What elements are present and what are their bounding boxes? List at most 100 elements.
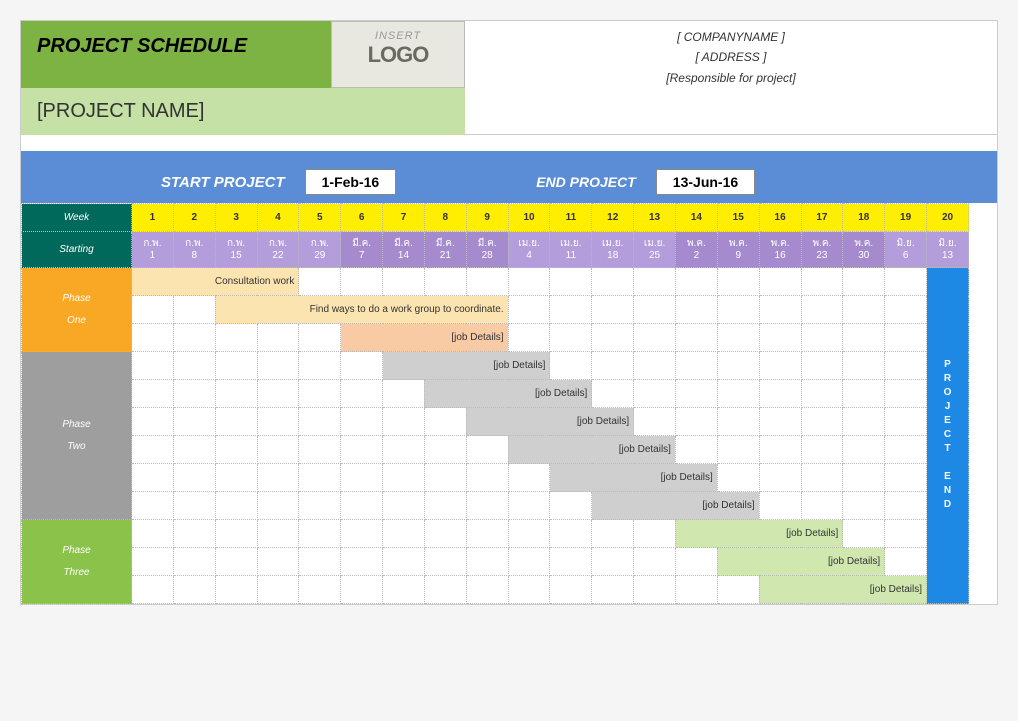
empty-cell[interactable] — [843, 324, 885, 352]
empty-cell[interactable] — [215, 352, 257, 380]
empty-cell[interactable] — [843, 436, 885, 464]
empty-cell[interactable] — [215, 576, 257, 604]
empty-cell[interactable] — [885, 352, 927, 380]
empty-cell[interactable] — [173, 408, 215, 436]
empty-cell[interactable] — [550, 268, 592, 296]
empty-cell[interactable] — [717, 352, 759, 380]
empty-cell[interactable] — [717, 464, 759, 492]
empty-cell[interactable] — [801, 324, 843, 352]
empty-cell[interactable] — [759, 464, 801, 492]
empty-cell[interactable] — [592, 324, 634, 352]
empty-cell[interactable] — [299, 520, 341, 548]
empty-cell[interactable] — [424, 268, 466, 296]
empty-cell[interactable] — [383, 436, 425, 464]
empty-cell[interactable] — [257, 576, 299, 604]
logo-placeholder[interactable]: INSERT LOGO — [331, 21, 465, 88]
empty-cell[interactable] — [843, 296, 885, 324]
empty-cell[interactable] — [675, 324, 717, 352]
empty-cell[interactable] — [759, 492, 801, 520]
empty-cell[interactable] — [383, 464, 425, 492]
empty-cell[interactable] — [132, 436, 174, 464]
project-name[interactable]: [PROJECT NAME] — [21, 88, 465, 135]
empty-cell[interactable] — [592, 352, 634, 380]
empty-cell[interactable] — [801, 268, 843, 296]
task-bar[interactable]: Find ways to do a work group to coordina… — [215, 296, 508, 324]
empty-cell[interactable] — [634, 408, 676, 436]
empty-cell[interactable] — [843, 520, 885, 548]
empty-cell[interactable] — [215, 464, 257, 492]
empty-cell[interactable] — [132, 576, 174, 604]
empty-cell[interactable] — [717, 436, 759, 464]
empty-cell[interactable] — [843, 492, 885, 520]
empty-cell[interactable] — [132, 296, 174, 324]
empty-cell[interactable] — [341, 268, 383, 296]
empty-cell[interactable] — [592, 576, 634, 604]
empty-cell[interactable] — [341, 436, 383, 464]
empty-cell[interactable] — [885, 380, 927, 408]
empty-cell[interactable] — [634, 576, 676, 604]
empty-cell[interactable] — [257, 380, 299, 408]
empty-cell[interactable] — [634, 352, 676, 380]
empty-cell[interactable] — [257, 436, 299, 464]
empty-cell[interactable] — [466, 576, 508, 604]
empty-cell[interactable] — [885, 408, 927, 436]
company-address[interactable]: [ ADDRESS ] — [465, 47, 997, 67]
end-date-value[interactable]: 13-Jun-16 — [656, 169, 755, 195]
empty-cell[interactable] — [508, 296, 550, 324]
empty-cell[interactable] — [675, 352, 717, 380]
empty-cell[interactable] — [843, 408, 885, 436]
empty-cell[interactable] — [257, 464, 299, 492]
empty-cell[interactable] — [801, 436, 843, 464]
empty-cell[interactable] — [132, 352, 174, 380]
empty-cell[interactable] — [424, 408, 466, 436]
empty-cell[interactable] — [634, 548, 676, 576]
task-bar[interactable]: [job Details] — [675, 520, 842, 548]
empty-cell[interactable] — [299, 352, 341, 380]
empty-cell[interactable] — [215, 548, 257, 576]
empty-cell[interactable] — [341, 408, 383, 436]
empty-cell[interactable] — [717, 408, 759, 436]
empty-cell[interactable] — [801, 352, 843, 380]
empty-cell[interactable] — [173, 380, 215, 408]
empty-cell[interactable] — [215, 408, 257, 436]
empty-cell[interactable] — [592, 520, 634, 548]
empty-cell[interactable] — [466, 268, 508, 296]
empty-cell[interactable] — [132, 324, 174, 352]
empty-cell[interactable] — [675, 380, 717, 408]
empty-cell[interactable] — [508, 576, 550, 604]
empty-cell[interactable] — [341, 464, 383, 492]
empty-cell[interactable] — [550, 548, 592, 576]
empty-cell[interactable] — [508, 464, 550, 492]
empty-cell[interactable] — [592, 296, 634, 324]
empty-cell[interactable] — [675, 436, 717, 464]
empty-cell[interactable] — [634, 324, 676, 352]
task-bar[interactable]: [job Details] — [759, 576, 926, 604]
empty-cell[interactable] — [383, 408, 425, 436]
empty-cell[interactable] — [634, 520, 676, 548]
empty-cell[interactable] — [132, 548, 174, 576]
empty-cell[interactable] — [801, 492, 843, 520]
empty-cell[interactable] — [717, 324, 759, 352]
empty-cell[interactable] — [466, 520, 508, 548]
empty-cell[interactable] — [634, 296, 676, 324]
empty-cell[interactable] — [759, 380, 801, 408]
empty-cell[interactable] — [759, 408, 801, 436]
empty-cell[interactable] — [215, 520, 257, 548]
empty-cell[interactable] — [173, 520, 215, 548]
empty-cell[interactable] — [592, 268, 634, 296]
empty-cell[interactable] — [550, 296, 592, 324]
empty-cell[interactable] — [257, 324, 299, 352]
empty-cell[interactable] — [299, 576, 341, 604]
empty-cell[interactable] — [215, 492, 257, 520]
empty-cell[interactable] — [424, 548, 466, 576]
empty-cell[interactable] — [424, 464, 466, 492]
empty-cell[interactable] — [885, 296, 927, 324]
empty-cell[interactable] — [508, 492, 550, 520]
empty-cell[interactable] — [466, 548, 508, 576]
empty-cell[interactable] — [801, 408, 843, 436]
empty-cell[interactable] — [257, 492, 299, 520]
empty-cell[interactable] — [173, 576, 215, 604]
empty-cell[interactable] — [717, 380, 759, 408]
empty-cell[interactable] — [383, 268, 425, 296]
empty-cell[interactable] — [383, 576, 425, 604]
